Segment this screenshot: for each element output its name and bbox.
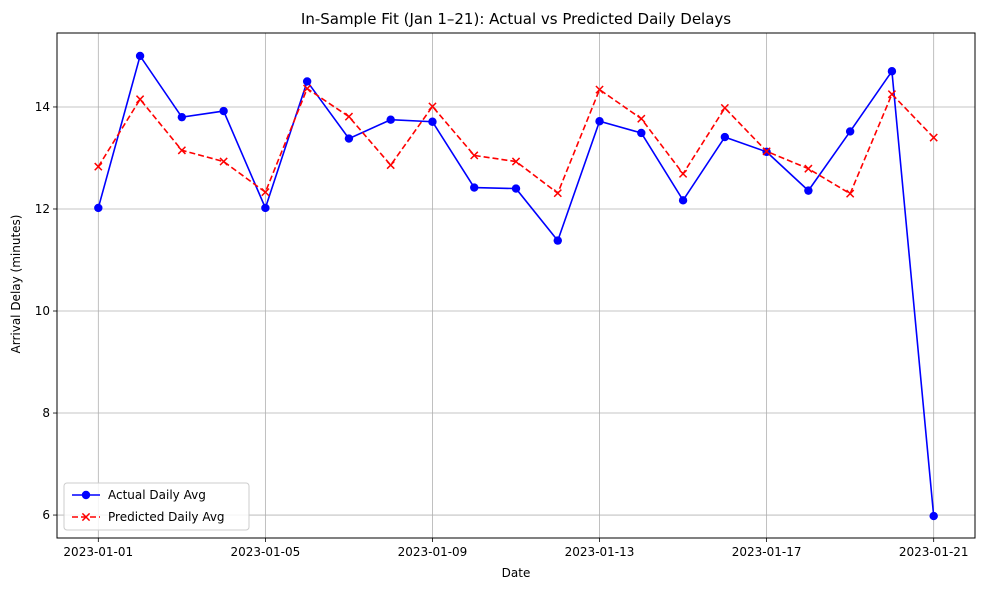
- series-layer: [94, 51, 938, 521]
- predicted-daily-avg-point: [261, 188, 270, 197]
- actual-daily-avg-point: [219, 106, 228, 116]
- y-tick-label: 8: [42, 406, 50, 420]
- x-tick-label: 2023-01-05: [231, 545, 301, 559]
- actual-daily-avg-point: [261, 203, 270, 213]
- predicted-daily-avg-point: [678, 169, 688, 178]
- x-tick-label: 2023-01-09: [398, 545, 468, 559]
- predicted-daily-avg-point: [386, 160, 395, 170]
- x-tick-label: 2023-01-17: [732, 545, 802, 559]
- y-axis-label: Arrival Delay (minutes): [9, 215, 23, 354]
- predicted-daily-avg-point: [637, 114, 646, 123]
- predicted-daily-avg-point: [929, 133, 938, 142]
- predicted-daily-avg-point: [177, 146, 186, 155]
- actual-daily-avg-point: [344, 134, 354, 143]
- actual-daily-avg-point: [511, 184, 521, 193]
- y-tick-label: 14: [35, 100, 50, 114]
- predicted-daily-avg-point: [887, 90, 897, 99]
- actual-daily-avg-point: [135, 51, 145, 61]
- actual-daily-avg-point: [637, 128, 646, 138]
- x-tick-label: 2023-01-21: [899, 545, 969, 559]
- predicted-daily-avg-point: [303, 84, 312, 93]
- predicted-daily-avg-point: [595, 85, 604, 94]
- actual-daily-avg-point: [553, 236, 562, 245]
- grid: [57, 33, 975, 538]
- ticks: 2023-01-01 2023-01-05 2023-01-09 2023-01-13…: [35, 100, 969, 559]
- actual-daily-avg-point: [678, 196, 688, 205]
- chart-title: In-Sample Fit (Jan 1–21): Actual vs Pred…: [301, 10, 731, 28]
- actual-daily-avg-point: [177, 112, 187, 122]
- predicted-daily-avg-point: [846, 189, 855, 198]
- actual-daily-avg-point: [94, 203, 103, 213]
- actual-daily-avg-point: [804, 186, 813, 195]
- predicted-daily-avg-point: [762, 147, 771, 156]
- predicted-daily-avg-point: [219, 157, 228, 166]
- actual-daily-avg-point: [386, 115, 395, 124]
- actual-daily-avg-line: [97, 54, 935, 517]
- y-tick-label: 10: [35, 304, 50, 318]
- predicted-daily-avg-point: [470, 151, 479, 160]
- actual-daily-avg-point: [595, 117, 604, 126]
- actual-daily-avg-point: [720, 132, 730, 142]
- actual-daily-avg-point: [302, 77, 312, 86]
- actual-daily-avg-point: [428, 117, 437, 126]
- predicted-daily-avg-point: [94, 162, 103, 171]
- predicted-daily-avg-point: [135, 95, 145, 104]
- predicted-daily-avg-point: [720, 103, 729, 113]
- legend-predicted-daily-avg-marker: [81, 512, 91, 522]
- actual-daily-avg-point: [845, 127, 855, 136]
- legend-predicted-daily-avg-label: Predicted Daily Avg: [108, 510, 225, 524]
- x-axis-label: Date: [502, 566, 531, 580]
- actual-daily-avg-point: [887, 67, 897, 76]
- legend-actual-daily-avg-marker: [81, 490, 91, 500]
- x-tick-label: 2023-01-01: [63, 545, 133, 559]
- predicted-daily-avg-point: [428, 102, 437, 111]
- predicted-daily-avg-line: [97, 87, 935, 195]
- y-tick-label: 6: [42, 508, 50, 522]
- x-tick-label: 2023-01-13: [565, 545, 635, 559]
- legend: Actual Daily Avg Predicted Daily Avg: [63, 482, 250, 531]
- actual-daily-avg-point: [929, 511, 938, 521]
- predicted-daily-avg-point: [511, 157, 521, 166]
- predicted-daily-avg-point: [804, 164, 813, 173]
- y-tick-label: 12: [35, 202, 50, 216]
- predicted-daily-avg-point: [553, 189, 562, 198]
- legend-actual-daily-avg-label: Actual Daily Avg: [108, 488, 206, 502]
- actual-daily-avg-point: [470, 183, 479, 192]
- legend-box: [63, 482, 250, 531]
- predicted-daily-avg-point: [344, 112, 354, 121]
- plot-frame: [56, 32, 976, 539]
